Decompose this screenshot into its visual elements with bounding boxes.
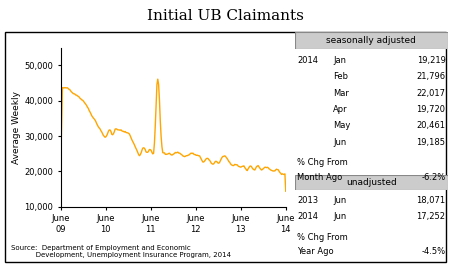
Text: Mar: Mar bbox=[333, 89, 349, 98]
Text: Apr: Apr bbox=[333, 105, 347, 114]
Text: Jun: Jun bbox=[333, 196, 346, 205]
Text: 2013: 2013 bbox=[297, 196, 318, 205]
Text: -4.5%: -4.5% bbox=[421, 247, 446, 256]
Text: % Chg From: % Chg From bbox=[297, 158, 348, 167]
Text: May: May bbox=[333, 121, 351, 130]
Text: seasonally adjusted: seasonally adjusted bbox=[326, 36, 416, 45]
Text: 2014: 2014 bbox=[297, 212, 318, 221]
Y-axis label: Average Weekly: Average Weekly bbox=[12, 91, 21, 164]
Text: 2014: 2014 bbox=[297, 56, 318, 65]
Text: Jan: Jan bbox=[333, 56, 346, 65]
Text: Jun: Jun bbox=[333, 138, 346, 147]
Text: Feb: Feb bbox=[333, 72, 348, 81]
Text: 19,219: 19,219 bbox=[417, 56, 446, 65]
Text: Jun: Jun bbox=[333, 212, 346, 221]
Text: Month Ago: Month Ago bbox=[297, 173, 342, 182]
Text: Initial UB Claimants: Initial UB Claimants bbox=[147, 9, 303, 23]
Text: Source:  Department of Employment and Economic
           Development, Unemploym: Source: Department of Employment and Eco… bbox=[11, 245, 231, 258]
Text: 22,017: 22,017 bbox=[417, 89, 446, 98]
Text: 19,185: 19,185 bbox=[417, 138, 446, 147]
Text: 17,252: 17,252 bbox=[417, 212, 446, 221]
Text: Year Ago: Year Ago bbox=[297, 247, 333, 256]
Text: 20,461: 20,461 bbox=[417, 121, 446, 130]
Text: % Chg From: % Chg From bbox=[297, 233, 348, 242]
Text: unadjusted: unadjusted bbox=[346, 178, 396, 187]
Text: -6.2%: -6.2% bbox=[421, 173, 446, 182]
Text: 19,720: 19,720 bbox=[417, 105, 446, 114]
Text: 21,796: 21,796 bbox=[416, 72, 446, 81]
Text: 18,071: 18,071 bbox=[416, 196, 446, 205]
